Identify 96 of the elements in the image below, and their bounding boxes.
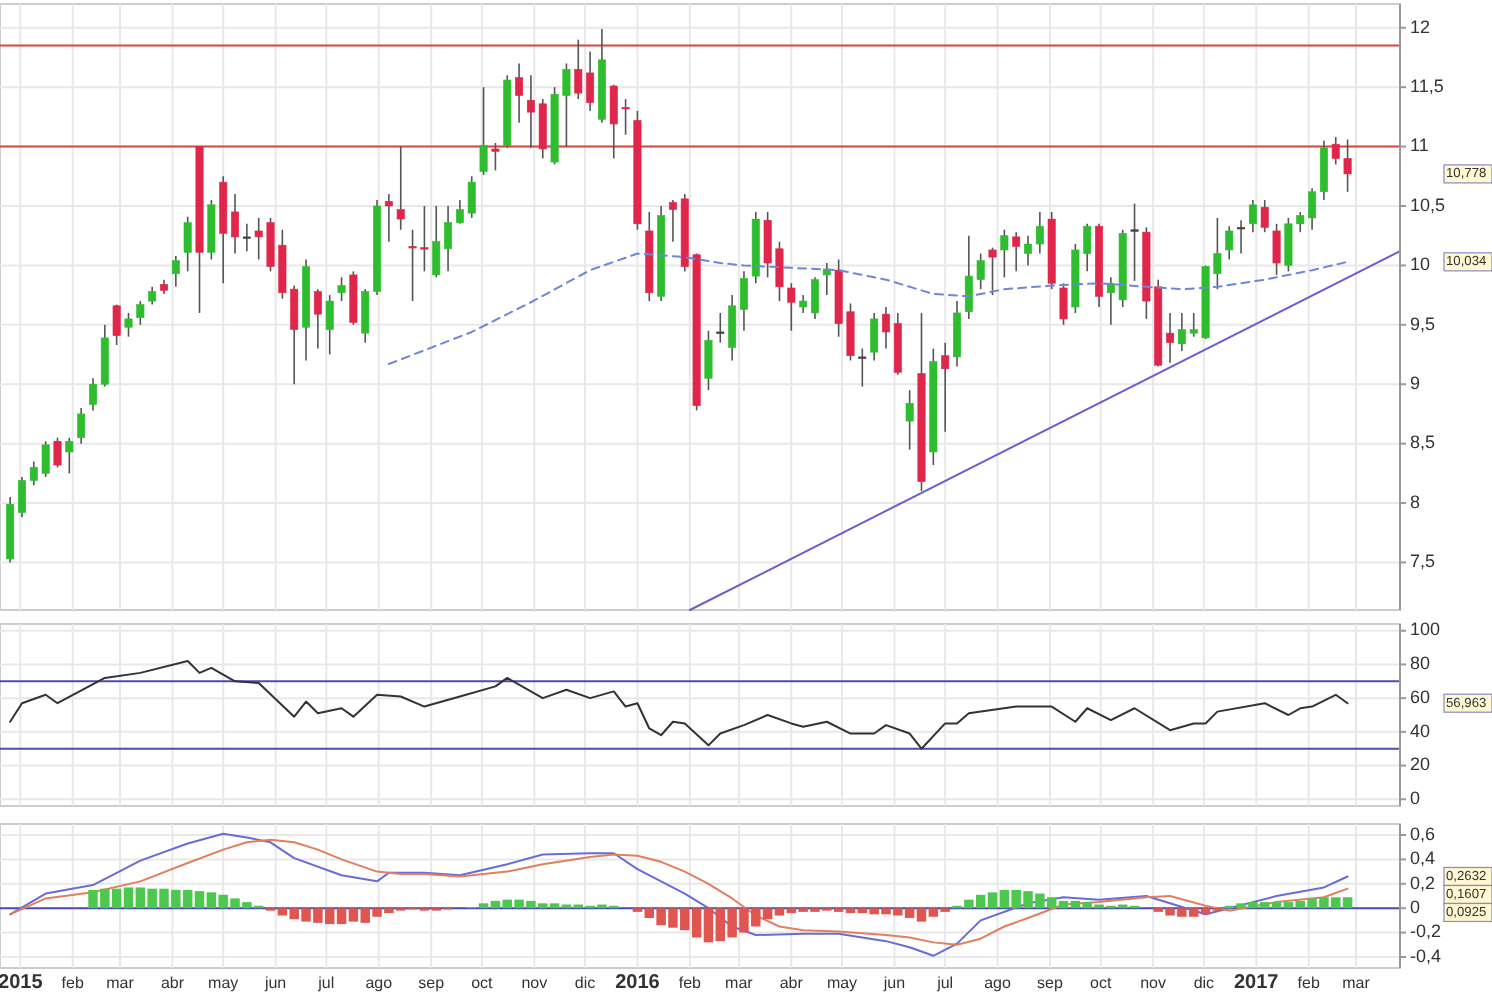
y-tick-label: 10,5: [1410, 194, 1446, 215]
candlestick: [988, 246, 997, 296]
candlestick: [728, 294, 737, 362]
x-tick-label: may: [826, 974, 858, 992]
y-tick-label: 80: [1410, 653, 1431, 674]
y-tick-label: 100: [1410, 619, 1441, 640]
y-tick-label: 0: [1410, 896, 1421, 917]
y-tick-label: 0,6: [1410, 823, 1436, 844]
candlestick: [1130, 202, 1139, 282]
x-tick-label: ago: [365, 974, 394, 992]
candlestick: [207, 199, 216, 261]
candlestick: [89, 377, 97, 412]
y-tick-label: 0,2: [1410, 872, 1436, 893]
y-tick-label: 11,5: [1410, 75, 1444, 96]
candlestick: [325, 294, 334, 356]
y-tick-label: 0: [1410, 788, 1421, 809]
x-tick-label: jul: [316, 974, 335, 992]
candlestick: [1225, 225, 1234, 261]
candlestick: [716, 312, 725, 344]
candlestick: [1248, 199, 1257, 233]
x-tick-label: dic: [1193, 974, 1215, 992]
y-tick-label: 8,5: [1410, 432, 1436, 453]
y-tick-label: 20: [1410, 754, 1431, 775]
candlestick: [704, 329, 713, 391]
x-tick-label: mar: [725, 974, 754, 992]
x-tick-label: feb: [678, 974, 703, 992]
candlestick: [65, 436, 74, 475]
y-tick-label: 12: [1410, 16, 1431, 37]
candlestick: [941, 341, 950, 433]
x-tick-label: feb: [61, 974, 85, 992]
x-tick-label: 2017: [1234, 972, 1280, 994]
y-tick-label: 9: [1410, 372, 1421, 393]
x-tick-label: oct: [471, 974, 495, 992]
candlestick: [1024, 234, 1032, 267]
candlestick: [787, 282, 796, 332]
candlestick: [396, 145, 405, 231]
candlestick: [313, 288, 322, 350]
line-series: [9, 660, 1349, 750]
candlestick: [1272, 223, 1281, 276]
candlestick: [858, 347, 867, 388]
candlestick: [100, 324, 109, 388]
candlestick: [479, 86, 488, 176]
x-tick-label: may: [208, 974, 239, 992]
y-tick-label: 11: [1410, 135, 1429, 156]
x-tick-label: nov: [1140, 974, 1167, 992]
candlestick: [171, 255, 180, 288]
candlestick: [515, 62, 524, 124]
candlestick: [1035, 211, 1044, 255]
candlestick: [1000, 228, 1009, 279]
y-tick-label: 9,5: [1410, 313, 1436, 334]
y-tick-label: 60: [1410, 686, 1431, 707]
x-tick-label: abr: [160, 974, 185, 992]
candlestick: [53, 436, 62, 469]
y-tick-label: 7,5: [1410, 551, 1436, 572]
candlestick: [112, 303, 121, 346]
candlestick: [1260, 199, 1269, 233]
x-tick-label: dic: [574, 974, 596, 992]
candlestick: [491, 142, 500, 172]
x-tick-label: mar: [1342, 974, 1371, 992]
x-tick-label: 2016: [615, 972, 661, 994]
x-tick-label: feb: [1297, 974, 1321, 992]
line-series: [387, 252, 1349, 366]
candlestick: [1237, 219, 1246, 255]
candlestick: [870, 312, 879, 362]
y-tick-label: 40: [1410, 720, 1431, 741]
x-tick-label: nov: [521, 974, 548, 992]
x-tick-label: oct: [1090, 974, 1113, 992]
x-tick-label: abr: [779, 974, 804, 992]
y-tick-label: 8: [1410, 491, 1421, 512]
x-tick-label: jun: [262, 974, 287, 992]
x-tick-label: sep: [1037, 974, 1064, 992]
candlestick: [905, 389, 914, 451]
candlestick: [77, 407, 86, 445]
y-tick-label: -0,2: [1410, 921, 1442, 942]
candlestick: [1319, 139, 1328, 201]
y-tick-label: -0,4: [1410, 945, 1442, 966]
y-tick-label: 0,4: [1410, 848, 1436, 869]
x-tick-label: mar: [106, 974, 135, 992]
candlestick: [242, 223, 251, 252]
candlestick: [349, 270, 358, 326]
candlestick: [882, 306, 890, 350]
candlestick: [1059, 282, 1068, 326]
candlestick: [124, 312, 133, 338]
x-tick-label: ago: [984, 974, 1013, 992]
y-tick-label: 10: [1410, 254, 1431, 275]
candlestick: [183, 215, 192, 273]
candlestick: [811, 276, 819, 320]
candlestick: [1012, 231, 1021, 273]
x-tick-label: jun: [881, 974, 906, 992]
x-tick-label: sep: [418, 974, 446, 992]
candlestick: [953, 300, 961, 368]
candlestick: [337, 276, 346, 302]
x-tick-label: jul: [935, 974, 954, 992]
candlestick: [384, 193, 393, 243]
candlestick: [739, 270, 748, 332]
candlestick: [136, 300, 145, 326]
